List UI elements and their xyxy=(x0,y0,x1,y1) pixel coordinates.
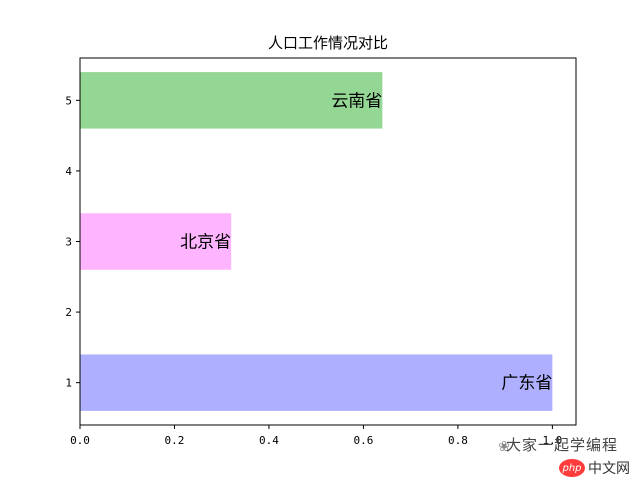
x-tick-label: 1.0 xyxy=(542,434,562,447)
site-watermark-text: 中文网 xyxy=(588,461,630,477)
bar-5 xyxy=(80,72,383,129)
wechat-icon: ❀ xyxy=(498,439,510,455)
bar-label-1: 广东省 xyxy=(501,374,552,394)
x-tick-label: 0.0 xyxy=(70,434,90,447)
bar-1 xyxy=(80,354,553,411)
y-tick-label: 4 xyxy=(65,165,72,178)
bar-3 xyxy=(80,213,232,270)
y-tick-label: 5 xyxy=(65,94,72,107)
site-watermark: php 中文网 xyxy=(559,458,630,478)
chart-title: 人口工作情况对比 xyxy=(268,34,388,52)
php-badge: php xyxy=(559,459,585,477)
x-tick-label: 0.2 xyxy=(165,434,185,447)
bar-label-5: 云南省 xyxy=(331,91,382,111)
x-tick-label: 0.4 xyxy=(259,434,279,447)
y-tick-label: 1 xyxy=(65,377,72,390)
y-tick-label: 3 xyxy=(65,236,72,249)
watermark-text: 大家一起学编程 xyxy=(505,436,618,454)
x-tick-label: 0.6 xyxy=(353,434,373,447)
x-tick-label: 0.8 xyxy=(448,434,468,447)
y-tick-label: 2 xyxy=(65,306,72,319)
bar-label-3: 北京省 xyxy=(180,233,231,253)
